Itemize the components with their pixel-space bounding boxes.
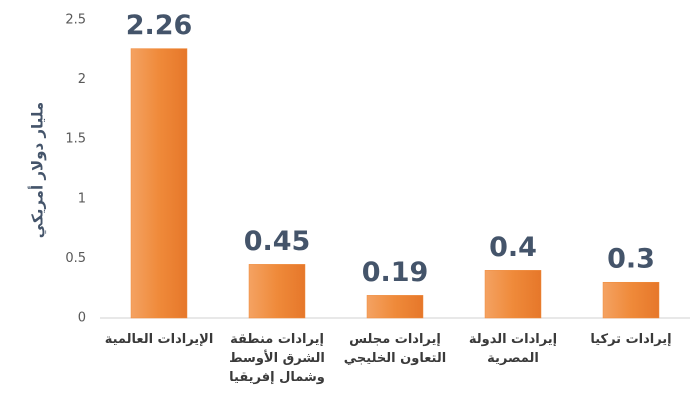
y-tick-label: 1.5	[65, 132, 86, 147]
x-tick-label: إيرادات تركيا	[590, 332, 672, 347]
bar	[366, 295, 424, 319]
data-label: 2.26	[126, 10, 193, 41]
data-label: 0.45	[244, 226, 311, 257]
y-tick-label: 0.5	[65, 251, 86, 266]
y-axis-title: مليار دولار أمريكي	[28, 102, 47, 238]
y-tick-label: 2	[78, 72, 86, 87]
bar	[484, 270, 542, 319]
bar	[602, 281, 660, 319]
x-tick-label: إيرادات مجلس التعاون الخليجي	[343, 332, 447, 366]
bar	[130, 48, 188, 319]
x-tick-label: إيرادات الدولة المصرية	[468, 332, 558, 366]
data-label: 0.19	[362, 257, 429, 288]
y-tick-label: 2.5	[65, 13, 86, 28]
y-tick-label: 1	[78, 191, 86, 206]
bar	[248, 264, 306, 319]
x-tick-label: إيرادات منطقة الشرق الأوسط وشمال إفريقيا	[229, 332, 325, 385]
x-tick-label: الإيرادات العالمية	[104, 332, 214, 347]
y-tick-label: 0	[78, 311, 86, 326]
data-label: 0.4	[489, 232, 537, 263]
data-label: 0.3	[607, 244, 655, 275]
